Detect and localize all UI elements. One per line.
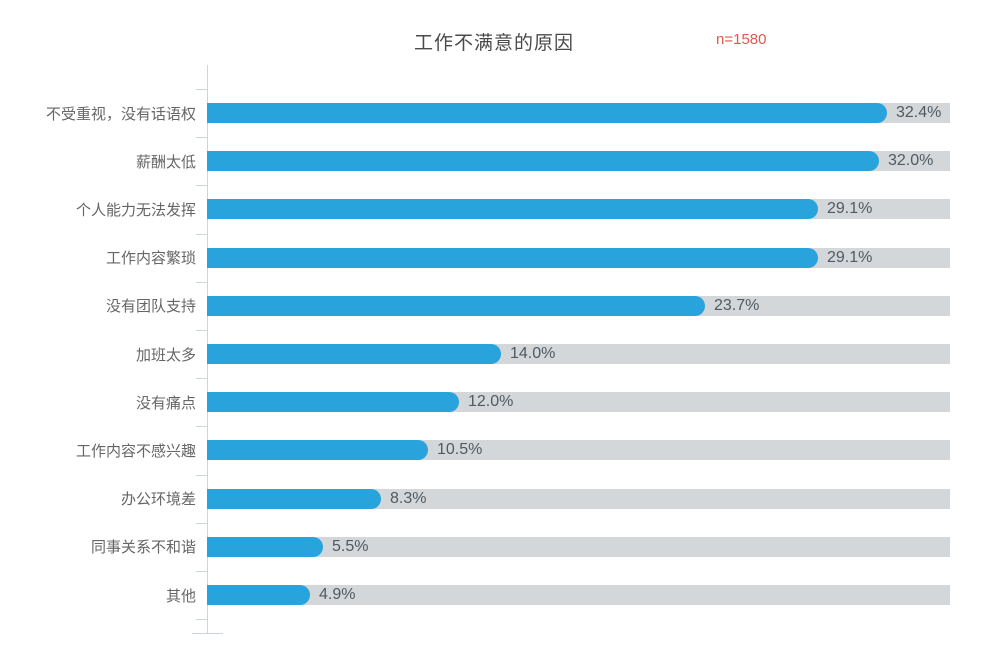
bar	[207, 247, 818, 268]
value-label: 29.1%	[827, 248, 873, 266]
bar	[207, 536, 323, 557]
bar-track	[207, 488, 950, 509]
value-label: 14.0%	[510, 345, 556, 363]
bar	[207, 199, 818, 220]
chart-row: 不受重视，没有话语权 32.4%	[0, 89, 1000, 137]
category-label: 工作内容不感兴趣	[75, 442, 196, 460]
bar	[207, 151, 879, 172]
category-label: 不受重视，没有话语权	[45, 105, 196, 123]
bar-track	[207, 392, 950, 413]
y-axis-tick	[196, 571, 207, 572]
category-label: 没有痛点	[135, 394, 196, 412]
y-axis-tick	[196, 89, 207, 90]
value-label: 32.4%	[896, 104, 942, 122]
bar-track	[207, 199, 950, 220]
chart-row: 没有痛点 12.0%	[0, 378, 1000, 426]
y-axis-tick	[196, 330, 207, 331]
chart-row: 工作内容繁琐 29.1%	[0, 234, 1000, 282]
y-axis-tick	[196, 137, 207, 139]
y-axis-tick	[196, 522, 207, 524]
y-axis-tick	[196, 185, 207, 187]
bar	[207, 103, 887, 123]
chart-row: 其他 4.9%	[0, 571, 1000, 619]
y-axis-tick	[196, 378, 207, 380]
x-axis-stub	[192, 633, 223, 634]
category-label: 办公环境差	[120, 491, 196, 509]
y-axis-tick	[196, 474, 207, 476]
y-axis-tick	[196, 619, 207, 621]
value-label: 5.5%	[332, 537, 369, 555]
bar-track	[207, 151, 950, 172]
bar	[207, 488, 381, 509]
bar-track	[207, 344, 950, 364]
chart-row: 没有团队支持 23.7%	[0, 282, 1000, 330]
bar-track	[207, 440, 950, 461]
value-label: 4.9%	[319, 586, 356, 604]
y-axis-tick	[196, 233, 207, 235]
bar	[207, 295, 705, 316]
chart-row: 加班太多 14.0%	[0, 330, 1000, 378]
bar	[207, 392, 459, 413]
chart-row: 同事关系不和谐 5.5%	[0, 523, 1000, 571]
category-label: 其他	[165, 587, 196, 605]
value-label: 12.0%	[468, 393, 514, 411]
sample-size-label: n=1580	[716, 31, 767, 48]
value-label: 10.5%	[437, 441, 483, 459]
value-label: 23.7%	[714, 296, 760, 314]
chart-title: 工作不满意的原因	[413, 33, 575, 54]
chart-row: 办公环境差 8.3%	[0, 475, 1000, 523]
chart-row: 个人能力无法发挥 29.1%	[0, 185, 1000, 233]
bar-track	[207, 585, 950, 605]
y-axis-tick	[196, 426, 207, 428]
category-label: 工作内容繁琐	[105, 250, 196, 268]
value-label: 32.0%	[888, 152, 934, 170]
bar-track	[207, 247, 950, 268]
value-label: 8.3%	[390, 489, 427, 507]
category-label: 加班太多	[135, 346, 196, 364]
bar	[207, 344, 501, 364]
category-label: 没有团队支持	[105, 298, 196, 316]
category-label: 同事关系不和谐	[90, 539, 196, 557]
bar-track	[207, 295, 950, 316]
bar	[207, 585, 310, 605]
bar-track	[207, 536, 950, 557]
chart-row: 工作内容不感兴趣 10.5%	[0, 426, 1000, 474]
category-label: 薪酬太低	[135, 153, 196, 171]
chart-row: 薪酬太低 32.0%	[0, 137, 1000, 185]
y-axis-tick	[196, 281, 207, 283]
bar	[207, 440, 428, 461]
bar-track	[207, 103, 950, 123]
value-label: 29.1%	[827, 200, 873, 218]
category-label: 个人能力无法发挥	[75, 201, 196, 219]
